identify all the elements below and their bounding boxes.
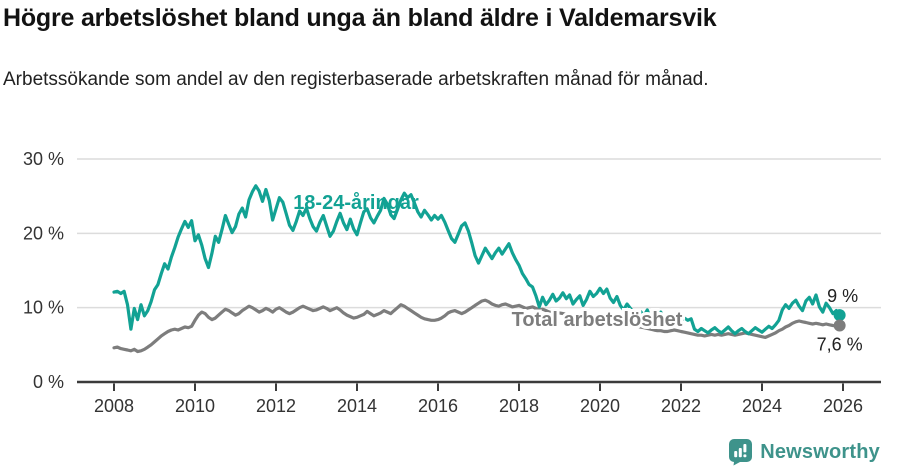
logo-bar-2 [738,448,742,458]
x-tick-label-2020: 2020 [580,396,620,416]
logo-bar-1 [734,451,738,458]
series-end-dot-total [833,319,846,332]
x-tick-label-2026: 2026 [823,396,863,416]
series-end-value-youth: 9 % [827,286,858,306]
x-tick-label-2022: 2022 [661,396,701,416]
newsworthy-brand: Newsworthy [729,439,880,466]
series-line-total [112,298,842,354]
logo-exclamation-dot [743,454,747,458]
x-tick-label-2012: 2012 [256,396,296,416]
series-end-value-total: 7,6 % [817,335,863,355]
chart-title: Högre arbetslöshet bland unga än bland ä… [3,4,717,32]
y-tick-label-10: 10 % [23,298,64,318]
y-tick-label-30: 30 % [23,149,64,169]
series-line-youth [112,184,842,336]
chart-subtitle: Arbetssökande som andel av den registerb… [3,69,709,90]
y-tick-label-0: 0 % [33,372,64,392]
x-tick-label-2008: 2008 [94,396,134,416]
logo-exclamation-bar [743,444,747,453]
newsworthy-logo-icon [729,439,753,466]
x-tick-label-2018: 2018 [499,396,539,416]
series-end-dot-youth [833,309,846,322]
series-label-total: Total arbetslöshet [512,309,683,331]
x-tick-label-2014: 2014 [337,396,377,416]
x-tick-label-2016: 2016 [418,396,458,416]
x-tick-label-2024: 2024 [742,396,782,416]
newsworthy-logo-text: Newsworthy [760,441,880,463]
y-tick-label-20: 20 % [23,223,64,243]
x-tick-label-2010: 2010 [175,396,215,416]
series-label-youth: 18-24-åringar [293,191,419,214]
